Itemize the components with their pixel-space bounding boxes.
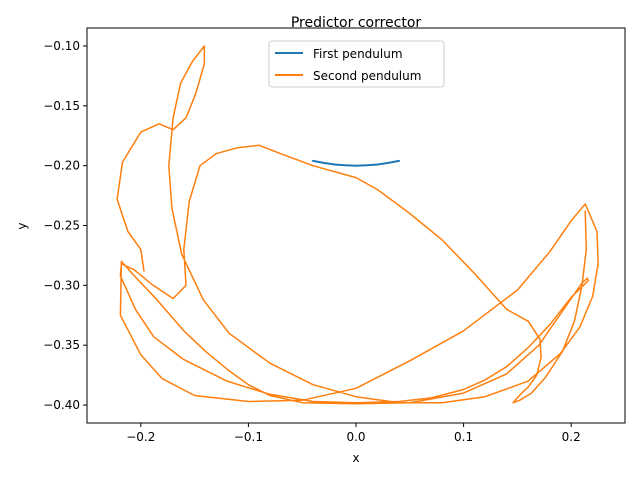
series-line-second-pendulum — [116, 45, 599, 405]
x-tick-label: −0.2 — [126, 430, 155, 444]
y-tick-label: −0.20 — [43, 159, 80, 173]
y-tick-label: −0.10 — [43, 39, 80, 53]
y-tick-label: −0.40 — [43, 398, 80, 412]
legend-label-second-pendulum: Second pendulum — [313, 69, 421, 83]
x-axis-label: x — [352, 451, 359, 465]
x-tick-label: 0.0 — [346, 430, 365, 444]
y-axis-ticks: −0.40 −0.35 −0.30 −0.25 −0.20 −0.15 −0.10 — [43, 39, 87, 412]
y-tick-label: −0.25 — [43, 219, 80, 233]
legend-box — [268, 40, 445, 88]
series-line-first-pendulum — [312, 159, 400, 167]
x-tick-label: 0.2 — [562, 430, 581, 444]
y-tick-label: −0.30 — [43, 278, 80, 292]
x-tick-label: 0.1 — [454, 430, 473, 444]
x-axis-ticks: −0.2 −0.1 0.0 0.1 0.2 — [126, 423, 581, 444]
chart-title: Predictor corrector — [291, 15, 422, 31]
y-tick-label: −0.15 — [43, 99, 80, 113]
x-tick-label: −0.1 — [234, 430, 263, 444]
legend-label-first-pendulum: First pendulum — [313, 47, 403, 61]
legend: First pendulum Second pendulum — [268, 40, 445, 88]
y-axis-label: y — [15, 222, 29, 229]
y-tick-label: −0.35 — [43, 338, 80, 352]
plot-area — [116, 45, 599, 405]
